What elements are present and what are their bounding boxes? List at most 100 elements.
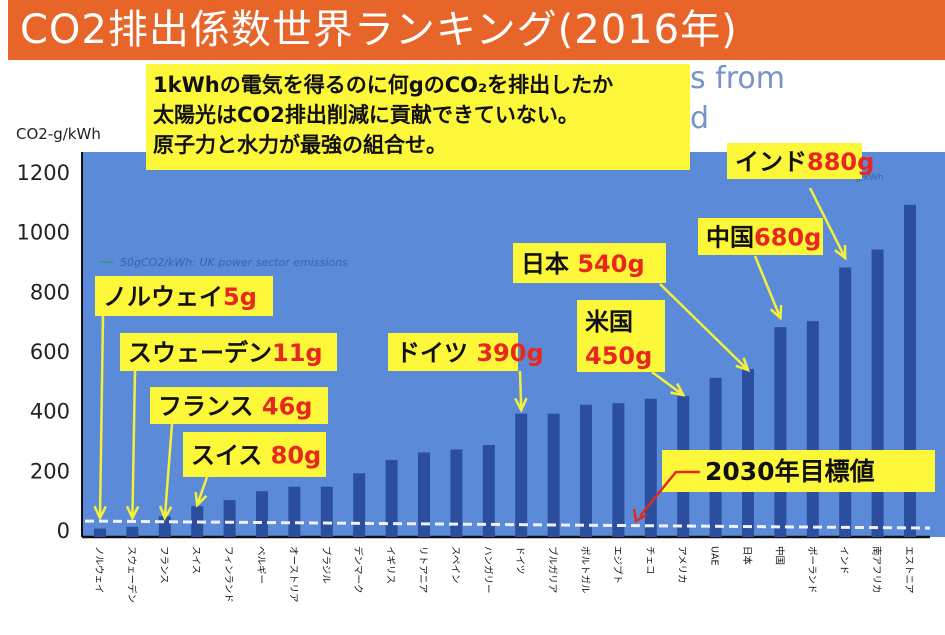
- background-text: d: [690, 101, 709, 136]
- chart-title: CO2排出係数世界ランキング(2016年): [20, 7, 738, 53]
- x-tick-label: デンマーク: [352, 546, 364, 594]
- x-tick-label: エジプト: [611, 546, 622, 584]
- bar: [288, 486, 301, 537]
- bar: [450, 449, 463, 537]
- callout-value: 80g: [271, 442, 322, 470]
- x-tick-label: エストニア: [903, 546, 914, 594]
- target-line: [84, 519, 931, 530]
- callout-box: [698, 218, 823, 255]
- y-tick-label: 200: [30, 459, 70, 483]
- note-line: 原子力と水力が最強の組合せ。: [153, 133, 447, 157]
- callout-country: インド: [735, 148, 807, 176]
- x-tick-label: ノルウェイ: [93, 546, 104, 594]
- callout-value: 880g: [807, 148, 874, 176]
- callout-arrow: [98, 315, 105, 519]
- callout-arrow-head: [670, 382, 686, 397]
- background-text: 50gCO2/kWh: UK power sector emissions: [120, 256, 348, 269]
- note-line: 太陽光はCO2排出削減に貢献できていない。: [153, 103, 579, 127]
- y-axis-label: CO2-g/kWh: [16, 125, 101, 143]
- x-tick-label: 中国: [773, 546, 785, 565]
- callout-arrow: [163, 423, 174, 519]
- y-tick-label: 600: [30, 340, 70, 364]
- callout-box: [150, 387, 328, 424]
- callout-box: [183, 432, 326, 477]
- target-callout-box: [662, 450, 935, 492]
- note-box: [146, 64, 690, 170]
- x-tick-label: チェコ: [644, 546, 655, 575]
- x-tick-label: UAE: [709, 546, 720, 565]
- callout-box: [388, 333, 518, 371]
- callout-box: [727, 143, 862, 179]
- callout-country: フランス: [158, 393, 262, 421]
- callout-arrow-head: [769, 304, 783, 321]
- target-arrow: [639, 470, 700, 517]
- callout-arrow: [518, 370, 523, 411]
- bar: [871, 249, 884, 538]
- bar: [385, 459, 398, 537]
- y-tick-label: 1000: [17, 221, 70, 245]
- x-tick-label: ポーランド: [806, 546, 817, 594]
- bar: [839, 267, 852, 537]
- callout-country: スイス: [191, 442, 271, 470]
- callout-arrow: [808, 187, 847, 259]
- callout-arrow-head: [514, 397, 528, 413]
- callout-value: 11g: [272, 339, 323, 367]
- target-label: 2030年目標値: [705, 457, 875, 486]
- callout-label: フランス 46g: [158, 393, 312, 421]
- callout-arrow-head: [125, 505, 140, 521]
- callout-label: インド880g: [735, 148, 874, 176]
- callout-label: ドイツ 390g: [396, 339, 544, 367]
- x-tick-label: ブラジル: [320, 546, 332, 584]
- callout-arrow: [196, 476, 209, 506]
- callout-value: 5g: [223, 283, 257, 311]
- bar: [644, 398, 657, 537]
- y-tick-label: 1200: [17, 161, 70, 185]
- bar: [547, 413, 560, 537]
- callout-arrow: [753, 255, 782, 319]
- bar: [482, 444, 495, 537]
- x-tick-label: スウェーデン: [125, 546, 137, 603]
- callout-country: ノルウェイ: [103, 283, 223, 311]
- callout-arrow-head: [194, 491, 208, 508]
- callout-country: 中国: [706, 224, 754, 252]
- x-tick-label: 南アフリカ: [871, 546, 883, 594]
- callout-value: 46g: [262, 393, 313, 421]
- callout-country: ドイツ: [396, 339, 476, 367]
- background-text: s from: [690, 61, 785, 96]
- callout-arrow: [651, 370, 684, 397]
- x-tick-label: オーストリア: [287, 546, 298, 603]
- callout-country: スウェーデン: [128, 339, 272, 367]
- callout-country: 米国: [585, 308, 633, 336]
- bar: [320, 486, 333, 537]
- bar: [223, 500, 236, 537]
- callout-box: [95, 276, 273, 316]
- callout-value: 390g: [476, 339, 543, 367]
- bar: [774, 327, 787, 537]
- title-bar: CO2排出係数世界ランキング(2016年): [8, 0, 945, 60]
- x-tick-label: イギリス: [385, 546, 396, 584]
- callout-label: ノルウェイ5g: [103, 283, 257, 311]
- callout-label: 中国680g: [706, 224, 821, 252]
- bar: [94, 528, 106, 537]
- background-text: g/kWh: [855, 173, 884, 183]
- bar: [126, 526, 139, 537]
- bar: [418, 452, 430, 537]
- x-tick-label: ポルトガル: [579, 546, 590, 594]
- x-tick-label: ハンガリー: [482, 546, 493, 594]
- y-tick-label: 800: [30, 280, 70, 304]
- callout-label: スイス 80g: [191, 442, 321, 470]
- bar: [806, 321, 819, 537]
- bar: [515, 413, 528, 537]
- callout-box: [513, 243, 666, 283]
- x-tick-label: ブルガリア: [547, 546, 559, 593]
- x-tick-label: スペイン: [449, 546, 460, 583]
- x-tick-label: インド: [838, 546, 849, 575]
- x-tick-label: ベルギー: [255, 546, 266, 584]
- callout-value: 450g: [585, 342, 652, 370]
- callout-value: 680g: [754, 224, 821, 252]
- callout-arrow-head: [834, 244, 847, 261]
- x-tick-label: アメリカ: [676, 546, 687, 584]
- x-tick-label: フィンランド: [223, 546, 234, 603]
- x-tick-label: スイス: [190, 546, 201, 574]
